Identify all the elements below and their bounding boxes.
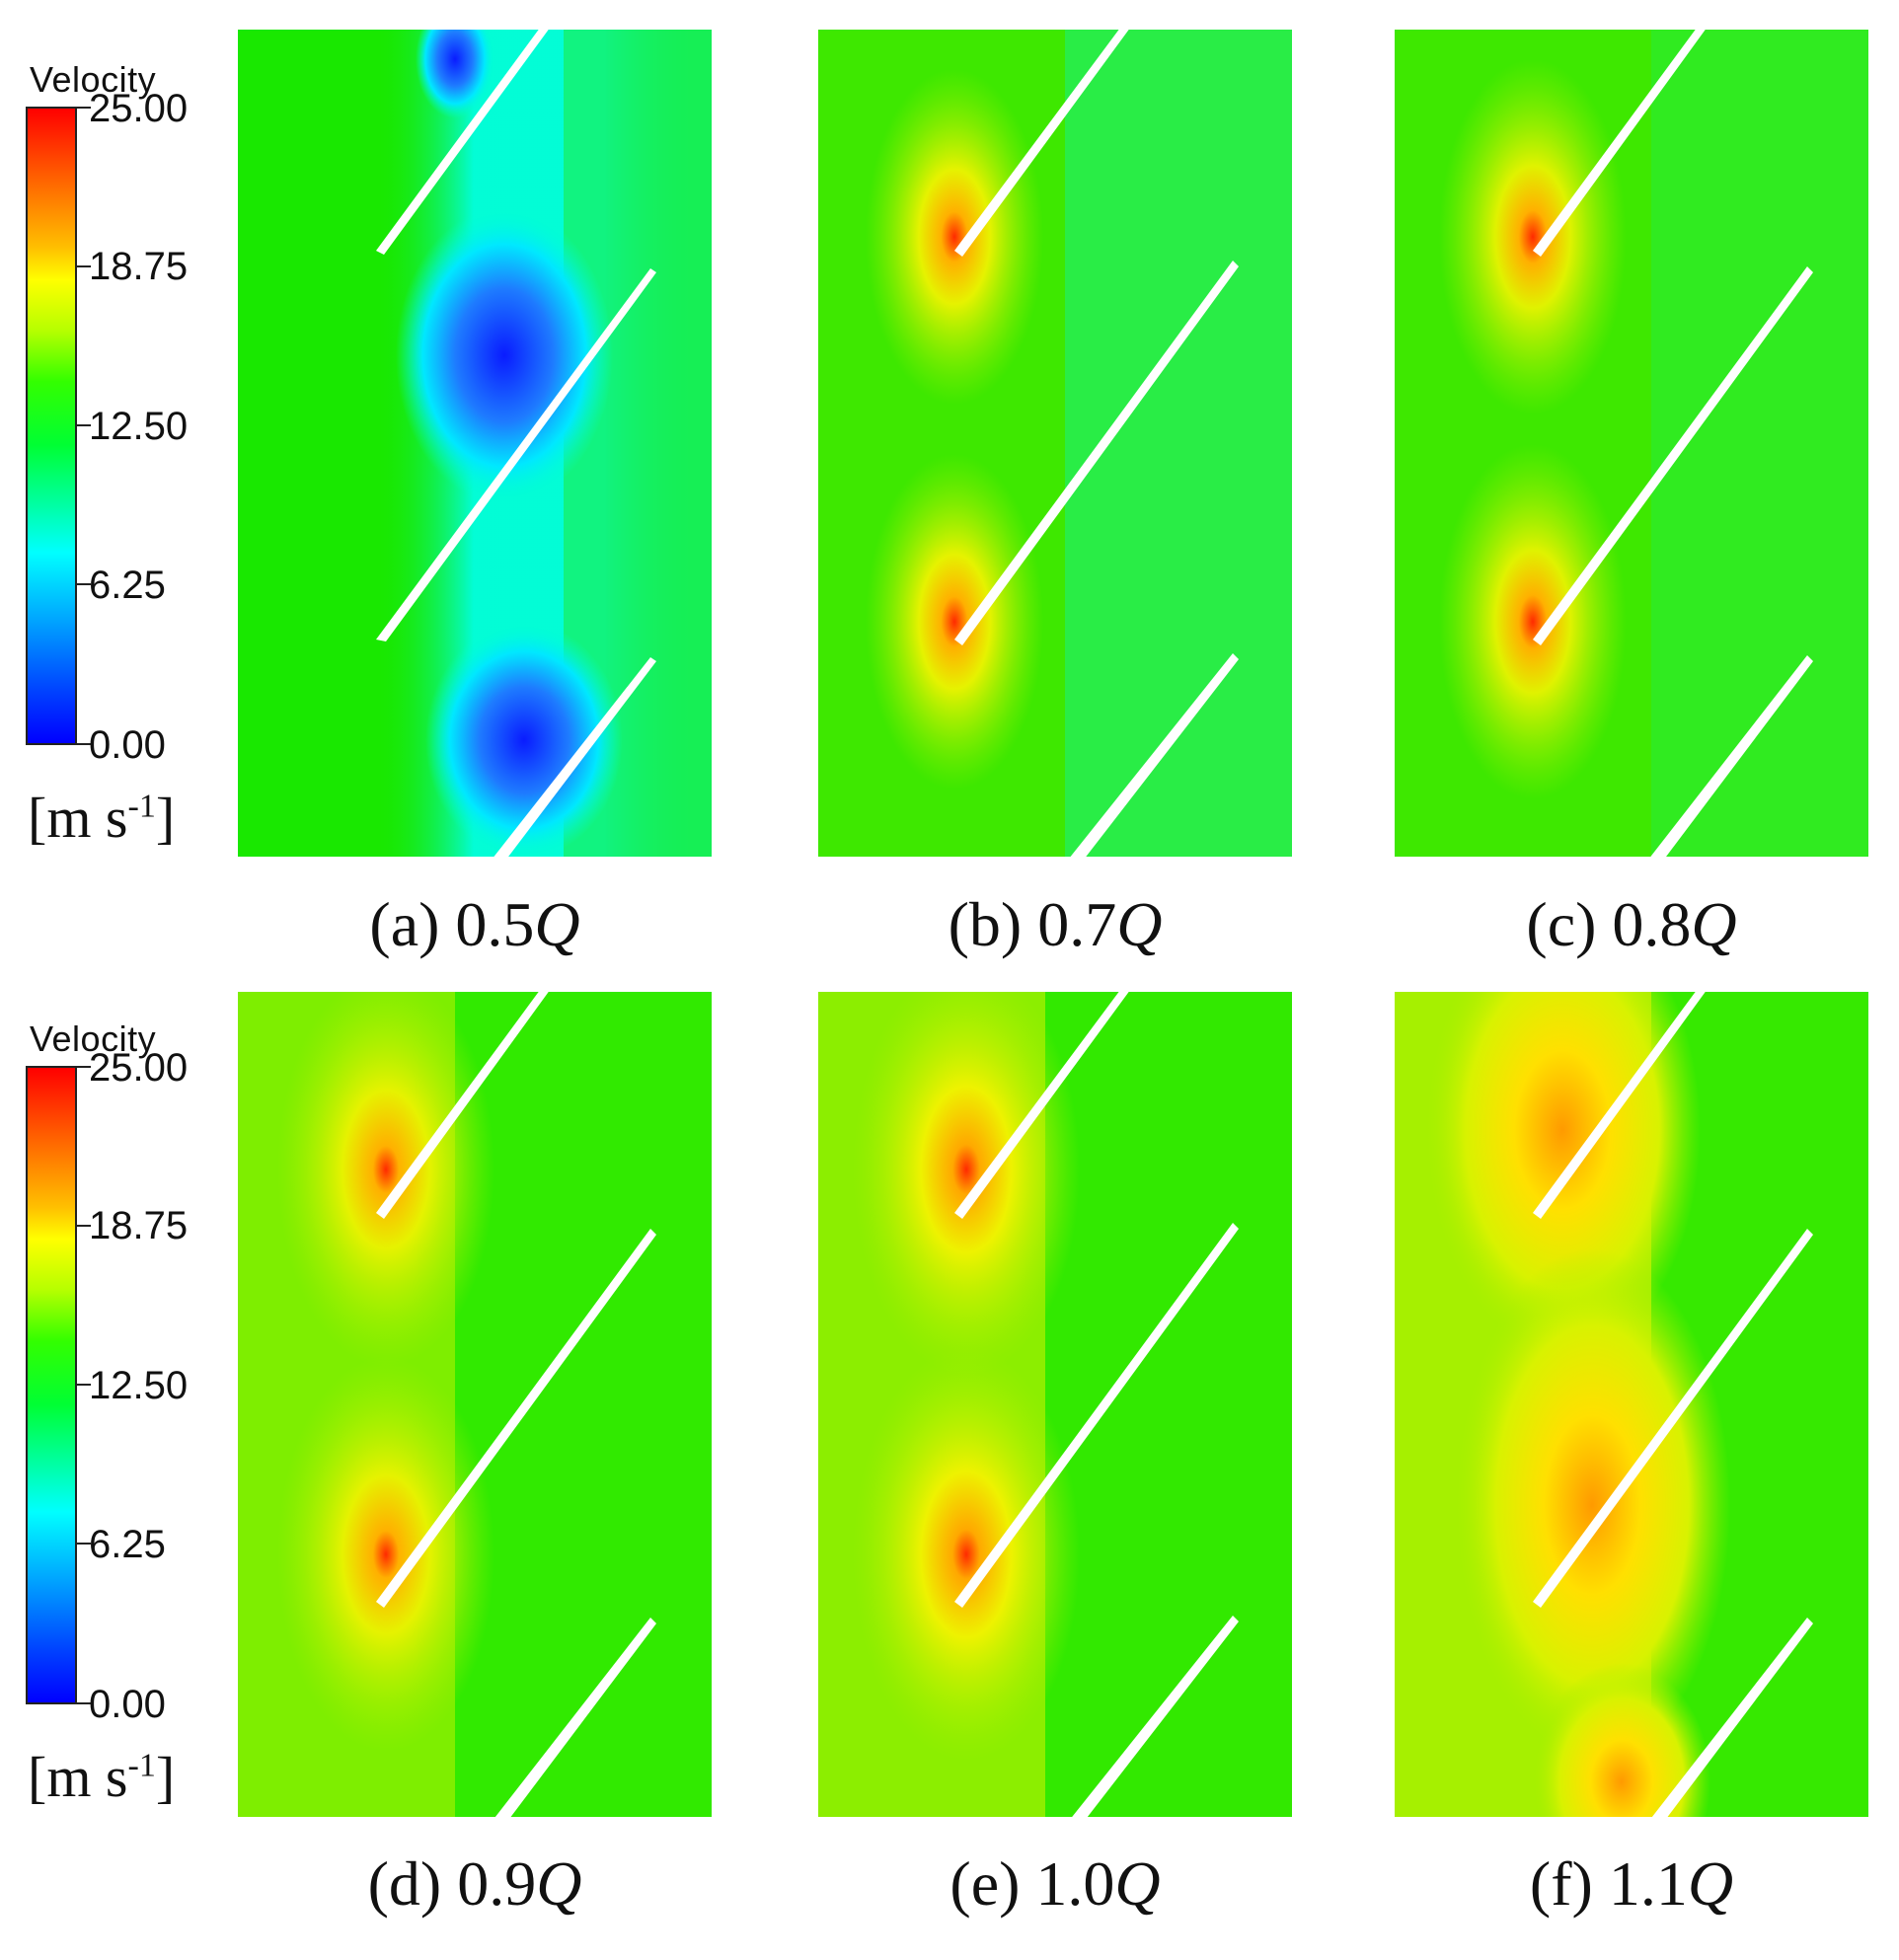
velocity-contour-b bbox=[818, 30, 1292, 857]
blade bbox=[1533, 1229, 1813, 1608]
contour-panel-f bbox=[1395, 992, 1868, 1817]
velocity-contour-c bbox=[1395, 30, 1868, 857]
blade bbox=[954, 30, 1129, 257]
blade bbox=[954, 261, 1239, 645]
contour-panel-a bbox=[238, 30, 712, 857]
contour-panel-b bbox=[818, 30, 1292, 857]
blade bbox=[1070, 653, 1239, 857]
tick-label: 12.50 bbox=[89, 405, 189, 448]
tick-mark bbox=[77, 1225, 91, 1227]
blade bbox=[1533, 992, 1706, 1219]
blade bbox=[494, 657, 656, 857]
tick-label: 12.50 bbox=[89, 1364, 189, 1407]
velocity-contour-e bbox=[818, 992, 1292, 1817]
blade bbox=[1533, 30, 1706, 257]
velocity-legend-bottom: Velocity 25.00 18.75 12.50 6.25 0.00 [m … bbox=[0, 1018, 237, 1887]
caption-a: (a) 0.5Q bbox=[369, 889, 580, 959]
blade bbox=[954, 992, 1129, 1219]
velocity-contour-d bbox=[238, 992, 712, 1817]
contour-panel-e bbox=[818, 992, 1292, 1817]
tick-label: 0.00 bbox=[89, 723, 166, 767]
blade bbox=[376, 30, 549, 255]
contour-panel-c bbox=[1395, 30, 1868, 857]
blade bbox=[376, 992, 549, 1219]
tick-mark bbox=[77, 1543, 91, 1545]
blade bbox=[1651, 1618, 1813, 1817]
blade bbox=[954, 1223, 1239, 1608]
tick-mark bbox=[77, 1702, 91, 1704]
legend-title: Velocity bbox=[30, 59, 157, 100]
tick-label: 6.25 bbox=[89, 1523, 166, 1566]
tick-mark bbox=[77, 743, 91, 745]
tick-label: 25.00 bbox=[89, 87, 189, 130]
tick-mark bbox=[77, 424, 91, 426]
caption-f: (f) 1.1Q bbox=[1529, 1848, 1734, 1919]
blade bbox=[376, 268, 656, 641]
colorbar bbox=[26, 1066, 77, 1704]
caption-c: (c) 0.8Q bbox=[1526, 889, 1737, 959]
blade bbox=[376, 1229, 656, 1608]
tick-label: 18.75 bbox=[89, 1204, 189, 1247]
legend-title: Velocity bbox=[30, 1018, 157, 1059]
tick-label: 6.25 bbox=[89, 564, 166, 607]
velocity-contour-a bbox=[238, 30, 712, 857]
blade bbox=[494, 1618, 656, 1817]
velocity-legend-top: Velocity 25.00 18.75 12.50 6.25 0.00 [m … bbox=[0, 59, 237, 928]
tick-mark bbox=[77, 265, 91, 267]
caption-e: (e) 1.0Q bbox=[950, 1848, 1161, 1919]
tick-mark bbox=[77, 1066, 91, 1068]
velocity-contour-f bbox=[1395, 992, 1868, 1817]
blade bbox=[1650, 655, 1813, 857]
tick-mark bbox=[77, 583, 91, 585]
blade bbox=[1533, 266, 1813, 645]
colorbar bbox=[26, 107, 77, 745]
tick-label: 0.00 bbox=[89, 1683, 166, 1726]
legend-unit: [m s-1] bbox=[28, 1745, 176, 1809]
tick-mark bbox=[77, 107, 91, 109]
tick-mark bbox=[77, 1384, 91, 1386]
tick-label: 18.75 bbox=[89, 245, 189, 288]
caption-b: (b) 0.7Q bbox=[948, 889, 1163, 959]
contour-panel-d bbox=[238, 992, 712, 1817]
blade bbox=[1072, 1616, 1239, 1817]
legend-unit: [m s-1] bbox=[28, 786, 176, 850]
tick-label: 25.00 bbox=[89, 1046, 189, 1090]
caption-d: (d) 0.9Q bbox=[367, 1848, 582, 1919]
